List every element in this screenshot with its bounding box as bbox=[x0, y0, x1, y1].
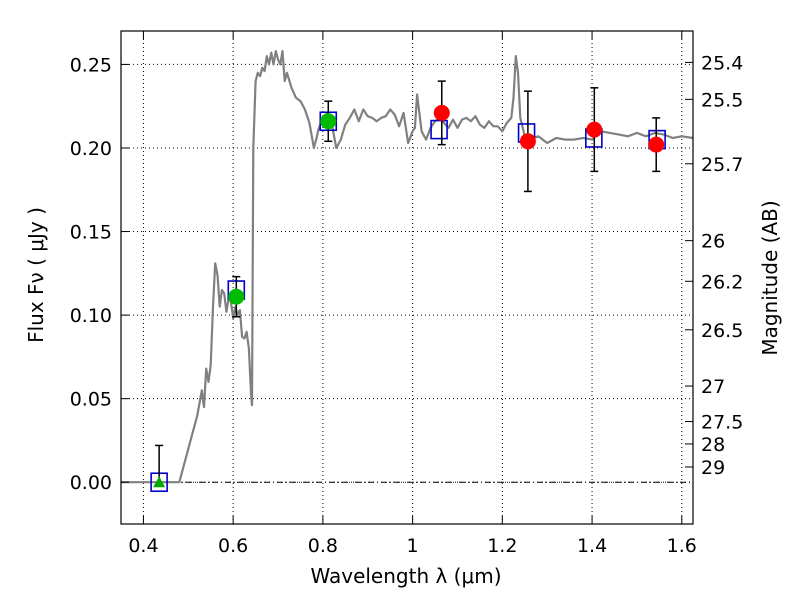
y2-tick-label-5: 26.5 bbox=[701, 320, 743, 342]
plot-frame bbox=[120, 30, 694, 525]
y-tick-label-3: 0.15 bbox=[70, 222, 112, 244]
x-tick-label-1: 0.6 bbox=[218, 535, 248, 557]
y2-tick-label-2: 25.7 bbox=[701, 154, 743, 176]
observed-point-0 bbox=[228, 288, 245, 305]
model-photometry-square-3 bbox=[430, 119, 448, 140]
upper-limit-triangle bbox=[153, 476, 166, 488]
photometry-points bbox=[150, 80, 666, 493]
observed-point-3 bbox=[519, 133, 536, 150]
observed-point-4 bbox=[586, 121, 603, 138]
axis-ticks: 0.4 0.6 0.8 1 1.2 1.4 1.6 0.00 0.05 0.10 0.15 0.20 0… bbox=[70, 31, 743, 557]
y-tick-label-1: 0.05 bbox=[70, 389, 112, 411]
x-tick-label-3: 1 bbox=[407, 535, 419, 557]
x-tick-label-0: 0.4 bbox=[128, 535, 158, 557]
y-tick-label-0: 0.00 bbox=[70, 472, 112, 494]
y2-tick-label-4: 26.2 bbox=[701, 271, 743, 293]
x-tick-label-5: 1.4 bbox=[577, 535, 607, 557]
model-spectrum-line bbox=[121, 50, 694, 484]
y-tick-label-4: 0.20 bbox=[70, 138, 112, 160]
observed-point-1 bbox=[320, 113, 337, 130]
y2-tick-label-0: 25.4 bbox=[701, 52, 743, 74]
y-axis-label: Flux Fν ( μJy ) bbox=[24, 207, 48, 343]
observed-point-5 bbox=[648, 136, 665, 153]
y2-tick-label-6: 27 bbox=[701, 376, 725, 398]
y2-tick-label-3: 26 bbox=[701, 231, 725, 253]
x-tick-label-2: 0.8 bbox=[308, 535, 338, 557]
y2-tick-label-8: 28 bbox=[701, 434, 725, 456]
y-tick-label-2: 0.10 bbox=[70, 305, 112, 327]
y2-tick-label-1: 25.5 bbox=[701, 89, 743, 111]
x-tick-label-6: 1.6 bbox=[667, 535, 697, 557]
grid-lines bbox=[121, 31, 693, 524]
x-axis-label: Wavelength λ (μm) bbox=[310, 564, 501, 588]
y2-tick-label-7: 27.5 bbox=[701, 412, 743, 434]
observed-point-2 bbox=[433, 104, 450, 121]
y2-tick-label-9: 29 bbox=[701, 457, 725, 479]
y-tick-label-5: 0.25 bbox=[70, 54, 112, 76]
right-axis-label: Magnitude (AB) bbox=[758, 200, 782, 355]
x-tick-label-4: 1.2 bbox=[487, 535, 517, 557]
